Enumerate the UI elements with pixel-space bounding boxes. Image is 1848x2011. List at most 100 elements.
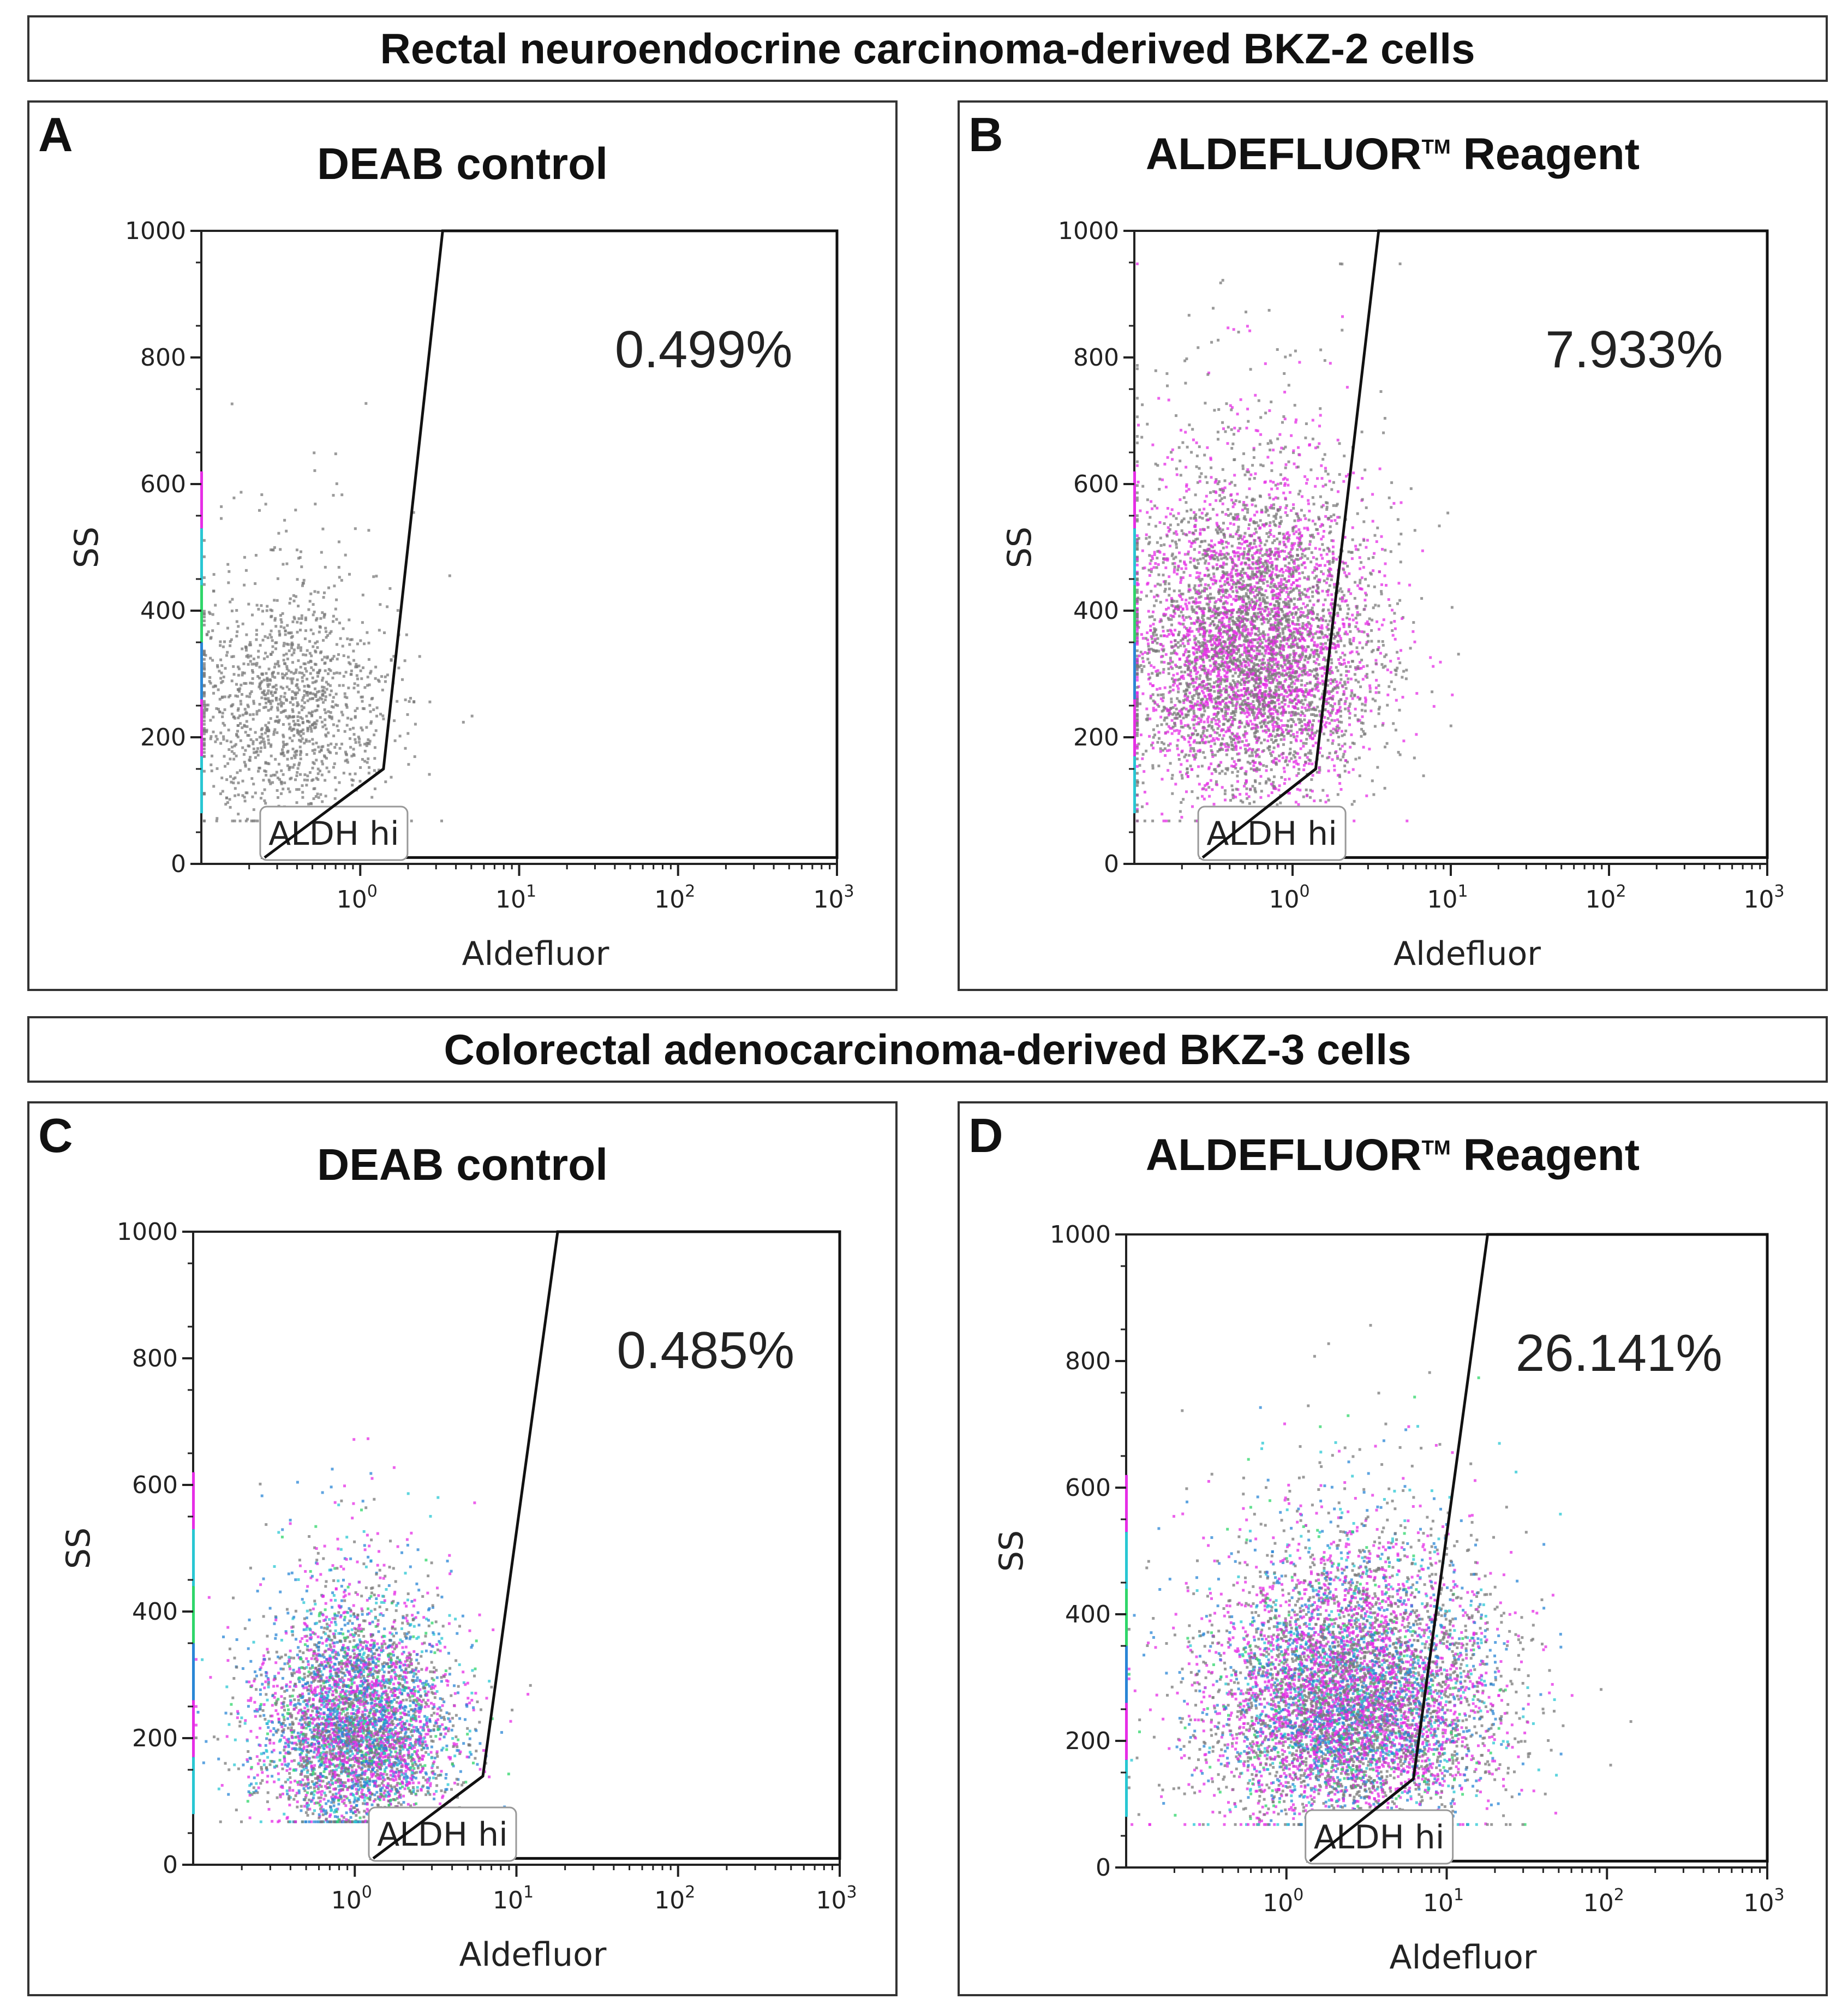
data-point <box>299 757 302 761</box>
data-point <box>1185 533 1188 536</box>
data-point <box>373 769 376 772</box>
data-point <box>1299 653 1302 657</box>
data-point <box>255 750 259 753</box>
data-point <box>288 768 291 771</box>
data-point <box>212 730 215 733</box>
data-point <box>1181 675 1185 678</box>
data-point <box>301 728 304 731</box>
data-point <box>312 603 315 606</box>
data-point <box>1171 792 1174 795</box>
data-point <box>218 697 222 701</box>
data-point <box>319 716 322 719</box>
data-point <box>319 793 322 796</box>
data-point <box>324 661 327 665</box>
data-point <box>301 721 304 724</box>
data-point <box>334 607 337 611</box>
data-point <box>332 696 335 699</box>
data-point <box>279 711 283 714</box>
data-point <box>1233 681 1236 684</box>
data-point <box>342 772 345 775</box>
data-point <box>1297 564 1300 568</box>
data-point <box>1356 613 1359 617</box>
data-point <box>1135 632 1139 636</box>
data-point <box>1222 668 1225 671</box>
data-point <box>1401 696 1404 699</box>
data-point <box>1398 661 1402 665</box>
data-point <box>1313 714 1317 717</box>
data-point <box>1216 566 1219 570</box>
data-point <box>1365 593 1368 596</box>
data-point <box>291 708 294 711</box>
data-point <box>231 745 234 749</box>
data-point <box>1315 658 1319 661</box>
data-point <box>1195 676 1198 679</box>
data-point <box>1259 632 1262 636</box>
data-point <box>1236 492 1239 496</box>
data-point <box>1194 659 1197 662</box>
data-point <box>298 671 301 675</box>
data-point <box>291 739 294 742</box>
data-point <box>356 684 360 687</box>
data-point <box>1320 646 1324 649</box>
data-point <box>1231 616 1234 619</box>
data-point <box>320 745 324 749</box>
data-point <box>349 745 352 749</box>
data-point <box>297 732 301 736</box>
data-point <box>235 734 238 737</box>
data-point <box>220 664 224 667</box>
data-point <box>1230 568 1234 571</box>
data-point <box>1316 683 1319 686</box>
data-point <box>1288 701 1291 704</box>
data-point <box>1185 682 1188 685</box>
data-point <box>1265 532 1269 535</box>
x-tick-label: 103 <box>813 882 854 914</box>
data-point <box>1210 596 1213 600</box>
data-point <box>1277 702 1281 706</box>
data-point <box>297 763 301 767</box>
data-point <box>1185 599 1188 602</box>
data-point <box>260 604 263 607</box>
data-point <box>1272 567 1275 570</box>
data-point <box>1147 523 1151 526</box>
data-point <box>1193 517 1195 520</box>
data-point <box>1321 504 1325 507</box>
data-point <box>1276 551 1279 553</box>
data-point <box>1300 728 1303 731</box>
data-point <box>1198 741 1201 744</box>
data-point <box>1196 481 1199 484</box>
data-point <box>1275 565 1278 568</box>
data-point <box>1138 763 1141 767</box>
gate-percentage: 0.499% <box>615 320 793 379</box>
data-point <box>294 756 297 759</box>
data-point <box>312 761 315 764</box>
data-point <box>227 695 230 699</box>
data-point <box>1254 566 1258 570</box>
data-point <box>1269 557 1272 560</box>
data-point <box>1282 687 1285 690</box>
data-point <box>1196 658 1199 661</box>
data-point <box>1156 672 1159 676</box>
data-point <box>1327 588 1330 592</box>
data-point <box>245 649 248 652</box>
data-point <box>1224 625 1227 628</box>
data-point <box>1167 769 1170 772</box>
data-point <box>1323 579 1326 582</box>
data-point <box>303 694 306 697</box>
data-point <box>1237 619 1240 623</box>
data-point <box>365 744 368 747</box>
data-point <box>1185 715 1188 719</box>
data-point <box>1266 747 1270 750</box>
data-point <box>1290 636 1294 640</box>
data-point <box>1170 623 1173 626</box>
data-point <box>1196 774 1199 778</box>
data-point <box>1146 638 1149 642</box>
data-point <box>1221 620 1224 623</box>
data-point <box>338 672 342 675</box>
data-point <box>1292 587 1295 590</box>
data-point <box>1235 586 1238 589</box>
data-point <box>1248 713 1251 717</box>
data-point <box>358 743 362 747</box>
data-point <box>360 726 363 730</box>
data-point <box>303 685 306 688</box>
data-point <box>1227 694 1230 697</box>
